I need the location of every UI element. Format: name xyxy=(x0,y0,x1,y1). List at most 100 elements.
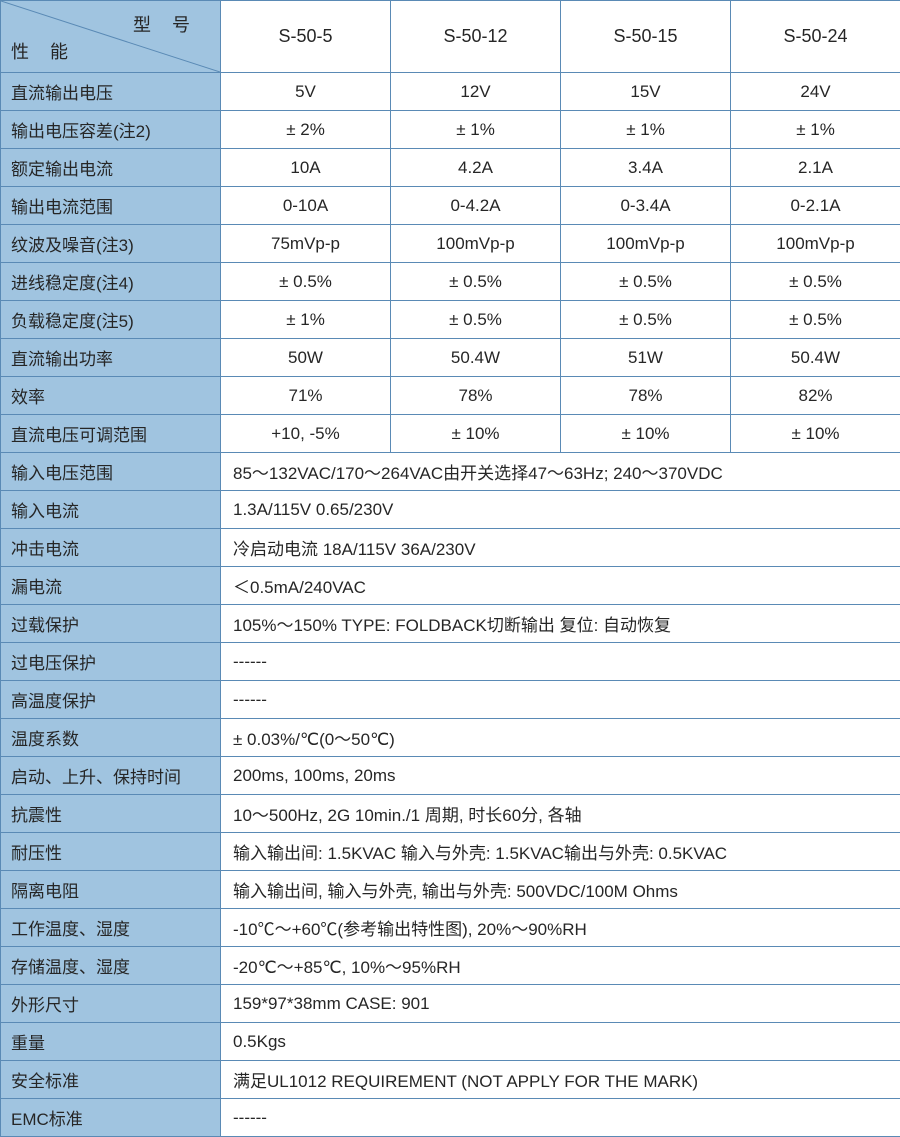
row-label: 存储温度、湿度 xyxy=(1,947,221,985)
cell-value: 3.4A xyxy=(561,149,731,187)
row-label: 温度系数 xyxy=(1,719,221,757)
model-header: S-50-5 xyxy=(221,1,391,73)
cell-value: ± 0.5% xyxy=(731,263,900,301)
table-row: 输出电压容差(注2)± 2%± 1%± 1%± 1% xyxy=(1,111,900,149)
cell-value: 50W xyxy=(221,339,391,377)
cell-value: 12V xyxy=(391,73,561,111)
table-row: 存储温度、湿度-20℃～+85℃, 10%～95%RH xyxy=(1,947,900,985)
cell-value: 4.2A xyxy=(391,149,561,187)
table-row: 工作温度、湿度-10℃～+60℃(参考输出特性图), 20%～90%RH xyxy=(1,909,900,947)
cell-value: 2.1A xyxy=(731,149,900,187)
cell-value-span: 1.3A/115V 0.65/230V xyxy=(221,491,900,529)
cell-value: 100mVp-p xyxy=(561,225,731,263)
cell-value-span: -10℃～+60℃(参考输出特性图), 20%～90%RH xyxy=(221,909,900,947)
model-header: S-50-15 xyxy=(561,1,731,73)
table-row: 安全标准满足UL1012 REQUIREMENT (NOT APPLY FOR … xyxy=(1,1061,900,1099)
header-row: 型 号 性 能 S-50-5 S-50-12 S-50-15 S-50-24 xyxy=(1,1,900,73)
cell-value: 78% xyxy=(391,377,561,415)
cell-value: 0-2.1A xyxy=(731,187,900,225)
table-row: EMC标准------ xyxy=(1,1099,900,1137)
table-row: 输入电流1.3A/115V 0.65/230V xyxy=(1,491,900,529)
cell-value: ± 1% xyxy=(731,111,900,149)
table-row: 输入电压范围85～132VAC/170～264VAC由开关选择47～63Hz; … xyxy=(1,453,900,491)
table-row: 直流输出电压5V12V15V24V xyxy=(1,73,900,111)
row-label: 纹波及噪音(注3) xyxy=(1,225,221,263)
cell-value-span: ＜0.5mA/240VAC xyxy=(221,567,900,605)
row-label: 漏电流 xyxy=(1,567,221,605)
cell-value: 50.4W xyxy=(391,339,561,377)
row-label: 直流输出功率 xyxy=(1,339,221,377)
cell-value-span: 输入输出间, 输入与外壳, 输出与外壳: 500VDC/100M Ohms xyxy=(221,871,900,909)
row-label: 抗震性 xyxy=(1,795,221,833)
cell-value-span: -20℃～+85℃, 10%～95%RH xyxy=(221,947,900,985)
row-label: 冲击电流 xyxy=(1,529,221,567)
table-row: 漏电流＜0.5mA/240VAC xyxy=(1,567,900,605)
table-row: 直流电压可调范围+10, -5%± 10%± 10%± 10% xyxy=(1,415,900,453)
header-top-label: 型 号 xyxy=(133,11,198,37)
row-label: 高温度保护 xyxy=(1,681,221,719)
spec-table: 型 号 性 能 S-50-5 S-50-12 S-50-15 S-50-24 直… xyxy=(0,0,900,1137)
cell-value: 15V xyxy=(561,73,731,111)
cell-value: ± 1% xyxy=(221,301,391,339)
row-label: 过载保护 xyxy=(1,605,221,643)
cell-value: ± 1% xyxy=(561,111,731,149)
row-label: 输出电流范围 xyxy=(1,187,221,225)
row-label: 外形尺寸 xyxy=(1,985,221,1023)
row-label: 效率 xyxy=(1,377,221,415)
row-label: 额定输出电流 xyxy=(1,149,221,187)
table-row: 效率71%78%78%82% xyxy=(1,377,900,415)
cell-value: ± 1% xyxy=(391,111,561,149)
cell-value: 82% xyxy=(731,377,900,415)
cell-value: ± 0.5% xyxy=(391,301,561,339)
cell-value: 0-10A xyxy=(221,187,391,225)
table-row: 过载保护105%～150% TYPE: FOLDBACK切断输出 复位: 自动恢… xyxy=(1,605,900,643)
row-label: 直流电压可调范围 xyxy=(1,415,221,453)
cell-value: ± 10% xyxy=(731,415,900,453)
table-row: 启动、上升、保持时间200ms, 100ms, 20ms xyxy=(1,757,900,795)
cell-value-span: 200ms, 100ms, 20ms xyxy=(221,757,900,795)
cell-value: 71% xyxy=(221,377,391,415)
cell-value: ± 10% xyxy=(391,415,561,453)
row-label: 重量 xyxy=(1,1023,221,1061)
row-label: 安全标准 xyxy=(1,1061,221,1099)
cell-value: ± 0.5% xyxy=(561,301,731,339)
cell-value-span: ------ xyxy=(221,643,900,681)
model-header: S-50-24 xyxy=(731,1,900,73)
cell-value: 100mVp-p xyxy=(391,225,561,263)
cell-value: 5V xyxy=(221,73,391,111)
cell-value: 78% xyxy=(561,377,731,415)
cell-value: 0-4.2A xyxy=(391,187,561,225)
cell-value: ± 0.5% xyxy=(221,263,391,301)
cell-value: 75mVp-p xyxy=(221,225,391,263)
table-row: 抗震性10～500Hz, 2G 10min./1 周期, 时长60分, 各轴 xyxy=(1,795,900,833)
table-row: 隔离电阻输入输出间, 输入与外壳, 输出与外壳: 500VDC/100M Ohm… xyxy=(1,871,900,909)
cell-value-span: 0.5Kgs xyxy=(221,1023,900,1061)
cell-value: 24V xyxy=(731,73,900,111)
table-row: 直流输出功率50W50.4W51W50.4W xyxy=(1,339,900,377)
cell-value-span: ± 0.03%/℃(0～50℃) xyxy=(221,719,900,757)
row-label: 直流输出电压 xyxy=(1,73,221,111)
row-label: 耐压性 xyxy=(1,833,221,871)
cell-value: 0-3.4A xyxy=(561,187,731,225)
table-row: 冲击电流冷启动电流 18A/115V 36A/230V xyxy=(1,529,900,567)
row-label: 工作温度、湿度 xyxy=(1,909,221,947)
table-row: 额定输出电流10A4.2A3.4A2.1A xyxy=(1,149,900,187)
cell-value: 10A xyxy=(221,149,391,187)
table-row: 进线稳定度(注4)± 0.5%± 0.5%± 0.5%± 0.5% xyxy=(1,263,900,301)
table-row: 耐压性输入输出间: 1.5KVAC 输入与外壳: 1.5KVAC输出与外壳: 0… xyxy=(1,833,900,871)
cell-value-span: 冷启动电流 18A/115V 36A/230V xyxy=(221,529,900,567)
cell-value-span: 输入输出间: 1.5KVAC 输入与外壳: 1.5KVAC输出与外壳: 0.5K… xyxy=(221,833,900,871)
table-row: 负载稳定度(注5)± 1%± 0.5%± 0.5%± 0.5% xyxy=(1,301,900,339)
row-label: 负载稳定度(注5) xyxy=(1,301,221,339)
row-label: 进线稳定度(注4) xyxy=(1,263,221,301)
table-row: 高温度保护------ xyxy=(1,681,900,719)
cell-value: +10, -5% xyxy=(221,415,391,453)
model-header: S-50-12 xyxy=(391,1,561,73)
cell-value: ± 10% xyxy=(561,415,731,453)
table-row: 纹波及噪音(注3)75mVp-p100mVp-p100mVp-p100mVp-p xyxy=(1,225,900,263)
cell-value-span: ------ xyxy=(221,681,900,719)
row-label: 输入电压范围 xyxy=(1,453,221,491)
cell-value: ± 0.5% xyxy=(391,263,561,301)
cell-value: 51W xyxy=(561,339,731,377)
cell-value: ± 0.5% xyxy=(731,301,900,339)
